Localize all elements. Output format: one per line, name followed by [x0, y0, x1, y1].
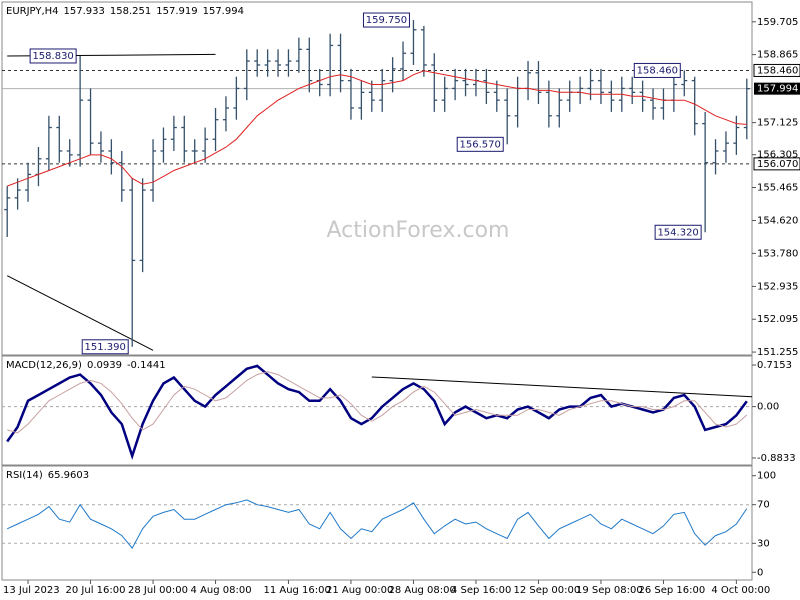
x-tick-label: 4 Aug 08:00 — [191, 585, 252, 596]
x-tick-label: 20 Jul 16:00 — [66, 585, 126, 596]
header-value: -0.1441 — [127, 360, 166, 371]
x-tick-label: 26 Sep 16:00 — [638, 585, 705, 596]
x-tick-label: 13 Jul 2023 — [3, 585, 60, 596]
x-tick-label: 28 Jul 00:00 — [128, 585, 188, 596]
annotation-box — [362, 12, 410, 28]
pane-header: RSI(14) 65.9603 — [6, 470, 89, 481]
annotation-label: 159.750 — [366, 15, 407, 26]
level-label-box — [753, 63, 800, 77]
y-tick-label: 30 — [757, 538, 770, 549]
y-tick-label: 153.780 — [757, 248, 798, 259]
header-value: 157.994 — [203, 6, 244, 17]
series-line — [7, 371, 748, 434]
header-value: 0.0939 — [87, 360, 122, 371]
pane-header: MACD(12,26,9) 0.0939 -0.1441 — [6, 360, 166, 371]
pane-frame — [1, 355, 753, 466]
annotation-box — [29, 48, 77, 64]
pane-frame — [1, 1, 753, 356]
y-tick-label: 155.465 — [757, 183, 798, 194]
y-tick-label: 152.935 — [757, 281, 798, 292]
last-price-label: 157.994 — [757, 84, 798, 95]
pane-header: EURJPY,H4 157.933 158.251 157.919 157.994 — [6, 6, 244, 17]
y-tick-label: 157.125 — [757, 118, 798, 129]
pane-title: MACD(12,26,9) — [6, 360, 82, 371]
y-tick-label: 0 — [757, 567, 763, 578]
annotation-box — [654, 224, 702, 240]
x-tick-label: 21 Aug 00:00 — [326, 585, 393, 596]
x-tick-label: 28 Aug 08:00 — [388, 585, 455, 596]
watermark: ActionForex.com — [327, 218, 510, 243]
header-value: 158.251 — [110, 6, 151, 17]
y-tick-label: 70 — [757, 500, 770, 511]
annotation-label: 151.390 — [85, 342, 126, 353]
header-value: 65.9603 — [48, 470, 89, 481]
level-label-box — [753, 157, 800, 171]
y-tick-label: 100 — [757, 471, 776, 482]
x-tick-label: 11 Aug 16:00 — [263, 585, 330, 596]
y-tick-label: 152.095 — [757, 314, 798, 325]
y-tick-label: 0.00 — [757, 402, 779, 413]
annotation-box — [456, 136, 504, 152]
x-tick-label: 12 Sep 00:00 — [513, 585, 580, 596]
y-tick-label: 154.620 — [757, 216, 798, 227]
level-label: 158.460 — [757, 65, 798, 76]
trendline — [371, 376, 753, 398]
level-label: 156.070 — [757, 159, 798, 170]
y-tick-label: -0.8833 — [757, 453, 796, 464]
last-price-box — [754, 82, 800, 95]
annotation-box — [81, 339, 129, 355]
header-value: 157.919 — [156, 6, 197, 17]
y-tick-label: 151.255 — [757, 347, 798, 358]
x-tick-label: 4 Sep 16:00 — [451, 585, 511, 596]
x-tick-label: 19 Sep 08:00 — [576, 585, 643, 596]
annotation-label: 156.570 — [460, 139, 501, 150]
y-tick-label: 156.305 — [757, 150, 798, 161]
pane-frame — [1, 465, 753, 581]
x-tick-label: 4 Oct 00:00 — [711, 585, 770, 596]
series-line — [7, 70, 747, 187]
pane-title: EURJPY,H4 — [6, 6, 59, 17]
header-value: 157.933 — [64, 6, 105, 17]
y-tick-label: 0.7153 — [757, 360, 792, 371]
annotation-label: 154.320 — [657, 227, 698, 238]
trendline — [6, 275, 154, 351]
y-tick-label: 159.705 — [757, 17, 798, 28]
series-line — [6, 499, 748, 549]
annotation-label: 158.830 — [32, 51, 73, 62]
pane-title: RSI(14) — [6, 470, 43, 481]
annotation-box — [633, 62, 681, 78]
annotation-label: 158.460 — [637, 65, 678, 76]
y-tick-label: 158.865 — [757, 50, 798, 61]
